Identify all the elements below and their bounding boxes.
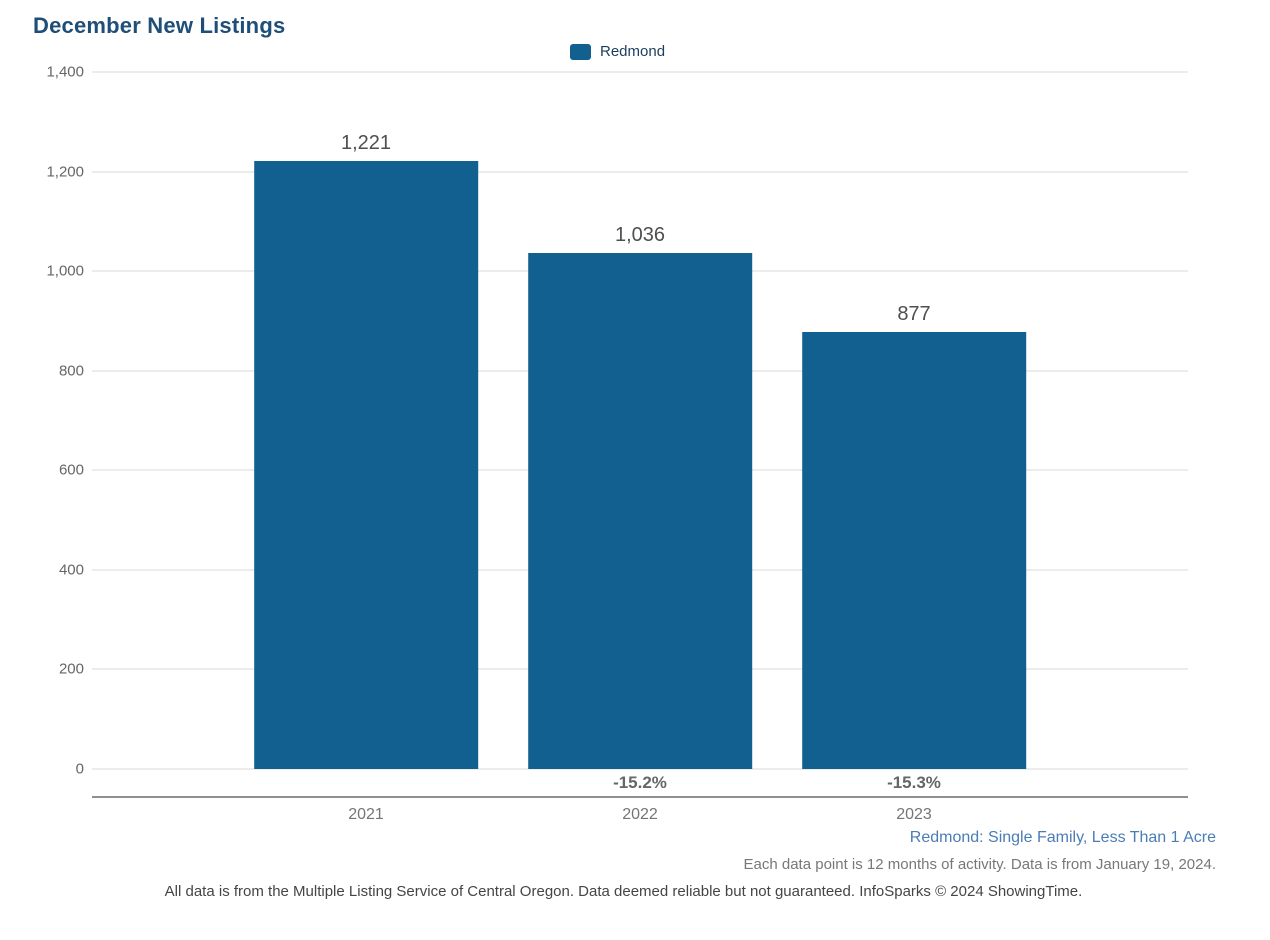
pct-change-label: -15.2% [613, 773, 667, 792]
y-tick-label: 400 [58, 561, 84, 579]
page-title: December New Listings [33, 13, 286, 38]
legend-item-redmond[interactable]: Redmond [570, 43, 665, 60]
bar-value-label: 1,221 [340, 132, 392, 155]
y-tick-label: 1,000 [46, 262, 84, 280]
y-tick-label: 800 [58, 362, 84, 380]
bar-2023[interactable] [802, 332, 1026, 769]
bar-2021[interactable] [254, 161, 478, 769]
bar-value-label: 1,036 [614, 224, 666, 247]
y-axis-labels: 1,400 1,200 1,000 800 600 400 200 0 [0, 64, 84, 778]
footnote-disclaimer: All data is from the Multiple Listing Se… [164, 883, 1083, 900]
gridline [92, 170, 1188, 173]
x-tick-label: 2021 [348, 806, 384, 823]
legend-label: Redmond [600, 43, 666, 60]
x-tick-label: 2022 [622, 806, 658, 823]
y-tick-label: 1,400 [46, 63, 84, 81]
bar-2022[interactable] [528, 253, 752, 769]
legend-swatch-icon [570, 43, 591, 60]
x-tick-label: 2023 [896, 806, 932, 823]
x-axis-line [92, 796, 1188, 798]
bar-value-label: 877 [897, 303, 931, 326]
gridline [92, 768, 1188, 770]
gridline [92, 71, 1188, 73]
pct-change-label: -15.3% [887, 773, 941, 792]
y-tick-label: 1,200 [46, 163, 84, 181]
plot-area: 1,221 2021 1,036 -15.2% 2022 877 -15.3% 2023 [92, 71, 1188, 823]
y-tick-label: 0 [75, 760, 84, 778]
footnote-segment: Redmond: Single Family, Less Than 1 Acre [909, 829, 1216, 846]
y-tick-label: 200 [58, 660, 84, 678]
footnote-data-period: Each data point is 12 months of activity… [743, 856, 1216, 873]
y-tick-label: 600 [58, 461, 84, 479]
